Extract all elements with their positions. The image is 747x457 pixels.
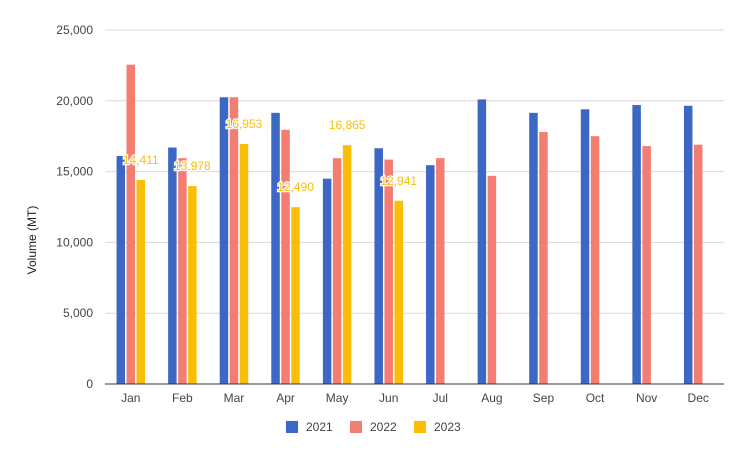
bar-2023-jun xyxy=(394,200,403,384)
x-tick-label: Nov xyxy=(636,391,657,405)
bar-2022-sep xyxy=(539,131,548,384)
y-tick-label: 10,000 xyxy=(56,235,93,249)
y-tick-label: 20,000 xyxy=(56,94,93,108)
bar-2022-aug xyxy=(487,175,497,384)
legend-swatch xyxy=(350,421,362,433)
data-label: 14,411 xyxy=(123,153,159,167)
y-tick-label: 5,000 xyxy=(63,306,93,320)
bar-2023-feb xyxy=(188,186,197,384)
x-tick-label: Jan xyxy=(121,391,140,405)
bar-2021-feb xyxy=(168,147,177,384)
x-tick-label: Oct xyxy=(586,391,605,405)
x-tick-label: May xyxy=(326,391,349,405)
x-tick-label: Mar xyxy=(224,391,245,405)
x-tick-label: Aug xyxy=(481,391,502,405)
bar-2021-mar xyxy=(219,97,229,384)
bar-2021-nov xyxy=(632,105,641,384)
bar-2022-oct xyxy=(590,136,600,384)
bar-2022-nov xyxy=(642,146,651,384)
bar-2022-feb xyxy=(178,158,187,384)
y-tick-label: 0 xyxy=(86,377,93,391)
data-label: 16,953 xyxy=(226,117,263,131)
bar-2022-mar xyxy=(229,97,239,384)
bars xyxy=(116,64,703,385)
data-label: 13,978 xyxy=(174,159,211,173)
legend: 2021 2022 2023 xyxy=(286,420,461,434)
x-tick-label: Feb xyxy=(172,391,193,405)
data-label: 12,490 xyxy=(277,180,314,194)
gridlines xyxy=(105,29,724,314)
legend-swatch xyxy=(414,421,426,433)
bar-2021-jul xyxy=(426,165,435,384)
data-label: 12,941 xyxy=(380,174,417,188)
axes: 0 5,000 10,000 15,000 20,000 25,000 Jan Feb Mar A… xyxy=(56,23,724,405)
y-tick-label: 15,000 xyxy=(56,165,93,179)
legend-label: 2022 xyxy=(370,420,397,434)
data-label: 16,865 xyxy=(329,118,366,132)
bar-2022-jan xyxy=(126,64,136,384)
legend-label: 2023 xyxy=(434,420,461,434)
bar-2021-sep xyxy=(529,112,538,384)
bar-2021-jan xyxy=(116,156,126,384)
bar-2021-oct xyxy=(580,109,590,385)
bar-2021-dec xyxy=(683,105,693,385)
legend-label: 2021 xyxy=(306,420,333,434)
x-tick-label: Apr xyxy=(276,391,295,405)
bar-2023-apr xyxy=(291,207,300,384)
bar-2021-jun xyxy=(374,148,383,384)
y-tick-label: 25,000 xyxy=(56,23,93,37)
x-tick-label: Dec xyxy=(688,391,709,405)
x-tick-label: Sep xyxy=(533,391,555,405)
data-labels: 14,411 13,978 16,953 12,490 16,865 12,941 xyxy=(122,116,419,196)
bar-2022-jun xyxy=(384,159,393,384)
x-tick-label: Jul xyxy=(433,391,448,405)
legend-swatch xyxy=(286,421,298,433)
bar-2021-may xyxy=(322,178,332,384)
bar-2023-mar xyxy=(239,143,249,384)
bar-2023-jan xyxy=(136,179,146,384)
x-tick-label: Jun xyxy=(379,391,398,405)
bar-2023-may xyxy=(342,145,352,384)
bar-2021-aug xyxy=(477,99,487,384)
y-axis-title: Volume (MT) xyxy=(25,206,39,275)
bar-2022-dec xyxy=(693,144,703,384)
bar-2022-apr xyxy=(281,129,290,384)
bar-2021-apr xyxy=(271,112,280,384)
bar-2022-may xyxy=(332,158,342,384)
bar-2022-jul xyxy=(436,158,445,384)
